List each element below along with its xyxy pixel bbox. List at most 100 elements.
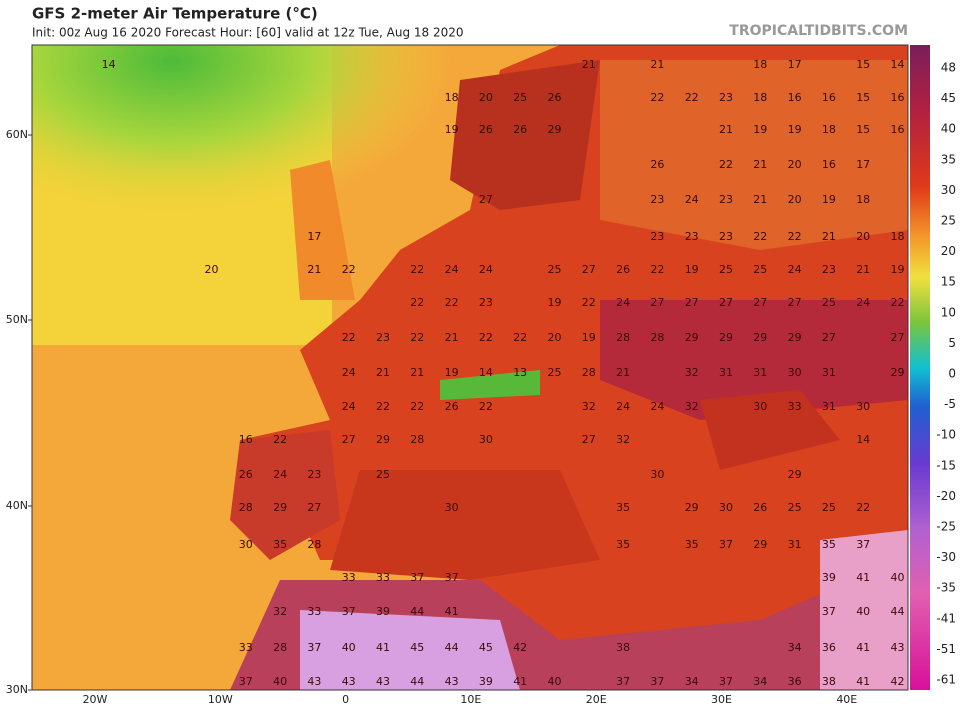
temperature-label: 34: [753, 675, 767, 688]
temperature-label: 24: [479, 263, 493, 276]
temperature-label: 37: [616, 675, 630, 688]
temperature-label: 27: [753, 296, 767, 309]
temperature-label: 28: [616, 331, 630, 344]
temperature-label: 20: [856, 230, 870, 243]
temperature-label: 22: [410, 296, 424, 309]
colorbar-label: 30: [941, 183, 956, 197]
colorbar-label: -15: [936, 458, 956, 472]
temperature-label: 27: [342, 433, 356, 446]
colorbar-label: -5: [944, 397, 956, 411]
temperature-label: 24: [685, 193, 699, 206]
lon-label: 20E: [586, 693, 607, 706]
lon-label: 10W: [208, 693, 233, 706]
temperature-label: 30: [445, 501, 459, 514]
temperature-label: 21: [445, 331, 459, 344]
temperature-label: 39: [376, 605, 390, 618]
temperature-label: 24: [273, 468, 287, 481]
temperature-label: 31: [753, 366, 767, 379]
colorbar-label: -10: [936, 428, 956, 442]
lat-label: 50N: [6, 313, 28, 326]
temperature-label: 21: [856, 263, 870, 276]
temperature-label: 21: [410, 366, 424, 379]
temperature-label: 29: [788, 468, 802, 481]
temperature-label: 33: [788, 400, 802, 413]
temperature-label: 16: [891, 123, 905, 136]
temperature-label: 30: [856, 400, 870, 413]
temperature-label: 29: [685, 331, 699, 344]
temperature-label: 40: [273, 675, 287, 688]
mediterranean: [330, 470, 600, 580]
map-frame: [31, 44, 909, 691]
temperature-label: 27: [891, 331, 905, 344]
temperature-label: 41: [856, 675, 870, 688]
temperature-label: 37: [856, 538, 870, 551]
temperature-label: 19: [822, 193, 836, 206]
temperature-label: 44: [891, 605, 905, 618]
russia-north: [600, 60, 908, 250]
temperature-label: 36: [788, 675, 802, 688]
temperature-label: 21: [822, 230, 836, 243]
temperature-label: 16: [822, 158, 836, 171]
lon-label: 40E: [836, 693, 857, 706]
lon-label: 30E: [711, 693, 732, 706]
temperature-label: 42: [891, 675, 905, 688]
temperature-label: 31: [719, 366, 733, 379]
colorbar-label: 20: [941, 244, 956, 258]
temperature-label: 33: [307, 605, 321, 618]
temperature-label: 43: [376, 675, 390, 688]
temperature-label: 22: [342, 331, 356, 344]
colorbar-label: -61: [936, 673, 956, 687]
temperature-label: 44: [410, 605, 424, 618]
temperature-label: 22: [650, 263, 664, 276]
temperature-label: 23: [650, 193, 664, 206]
temperature-label: 27: [307, 501, 321, 514]
temperature-label: 28: [650, 331, 664, 344]
temperature-label: 17: [307, 230, 321, 243]
temperature-label: 22: [273, 433, 287, 446]
temperature-label: 25: [822, 296, 836, 309]
temperature-label: 29: [273, 501, 287, 514]
temperature-label: 28: [582, 366, 596, 379]
temperature-label: 22: [788, 230, 802, 243]
temperature-label: 22: [342, 263, 356, 276]
temperature-label: 25: [513, 91, 527, 104]
temperature-label: 37: [719, 675, 733, 688]
temperature-label: 26: [479, 123, 493, 136]
temperature-label: 37: [719, 538, 733, 551]
temperature-label: 45: [479, 641, 493, 654]
temperature-label: 22: [513, 331, 527, 344]
temperature-label: 43: [307, 675, 321, 688]
temperature-label: 22: [410, 331, 424, 344]
temperature-label: 14: [891, 58, 905, 71]
temperature-label: 22: [410, 400, 424, 413]
temperature-label: 22: [479, 400, 493, 413]
temperature-label: 27: [788, 296, 802, 309]
temperature-label: 20: [548, 331, 562, 344]
temperature-label: 27: [685, 296, 699, 309]
temperature-label: 26: [753, 501, 767, 514]
temperature-label: 22: [410, 263, 424, 276]
lat-label: 60N: [6, 128, 28, 141]
temperature-label: 32: [616, 433, 630, 446]
temperature-label: 30: [239, 538, 253, 551]
temperature-label: 29: [548, 123, 562, 136]
temperature-label: 35: [273, 538, 287, 551]
temperature-label: 21: [582, 58, 596, 71]
temperature-label: 21: [307, 263, 321, 276]
temperature-label: 38: [616, 641, 630, 654]
temperature-label: 31: [788, 538, 802, 551]
temperature-label: 26: [239, 468, 253, 481]
temperature-label: 27: [582, 433, 596, 446]
temperature-label: 23: [719, 193, 733, 206]
temperature-label: 36: [822, 641, 836, 654]
black-sea: [700, 390, 840, 470]
eastern-europe: [600, 300, 908, 420]
temperature-label: 40: [856, 605, 870, 618]
colorbar-label: -20: [936, 489, 956, 503]
temperature-label: 25: [548, 263, 562, 276]
temperature-label: 23: [650, 230, 664, 243]
temperature-label: 24: [650, 400, 664, 413]
temperature-label: 14: [479, 366, 493, 379]
temperature-label: 40: [342, 641, 356, 654]
